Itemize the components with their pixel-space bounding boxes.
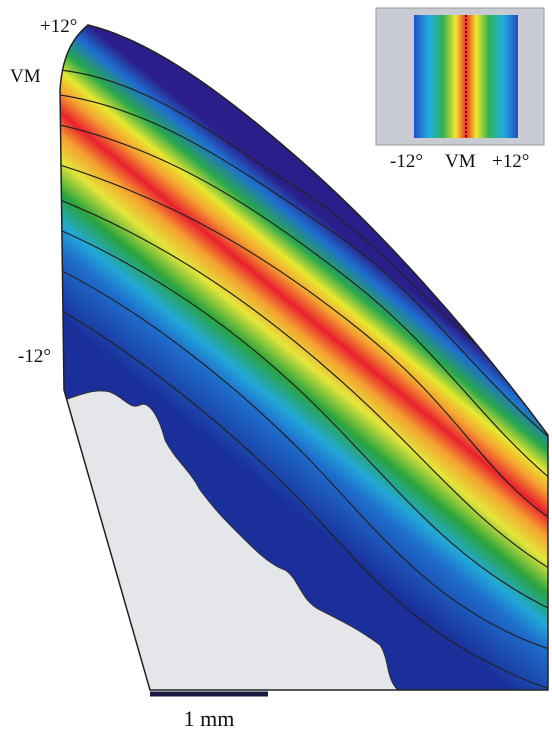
- scale-bar-label: 1 mm: [184, 706, 235, 731]
- legend: -12° VM +12°: [376, 8, 544, 172]
- map-label-vm: VM: [10, 66, 41, 87]
- map-label-bottom: -12°: [18, 346, 51, 367]
- legend-label-left: -12°: [390, 151, 423, 172]
- map-label-top: +12°: [40, 16, 77, 37]
- legend-label-center: VM: [445, 151, 476, 172]
- legend-label-right: +12°: [492, 151, 529, 172]
- figure: +12° VM -12° -12° VM +12° 1 mm: [0, 0, 552, 735]
